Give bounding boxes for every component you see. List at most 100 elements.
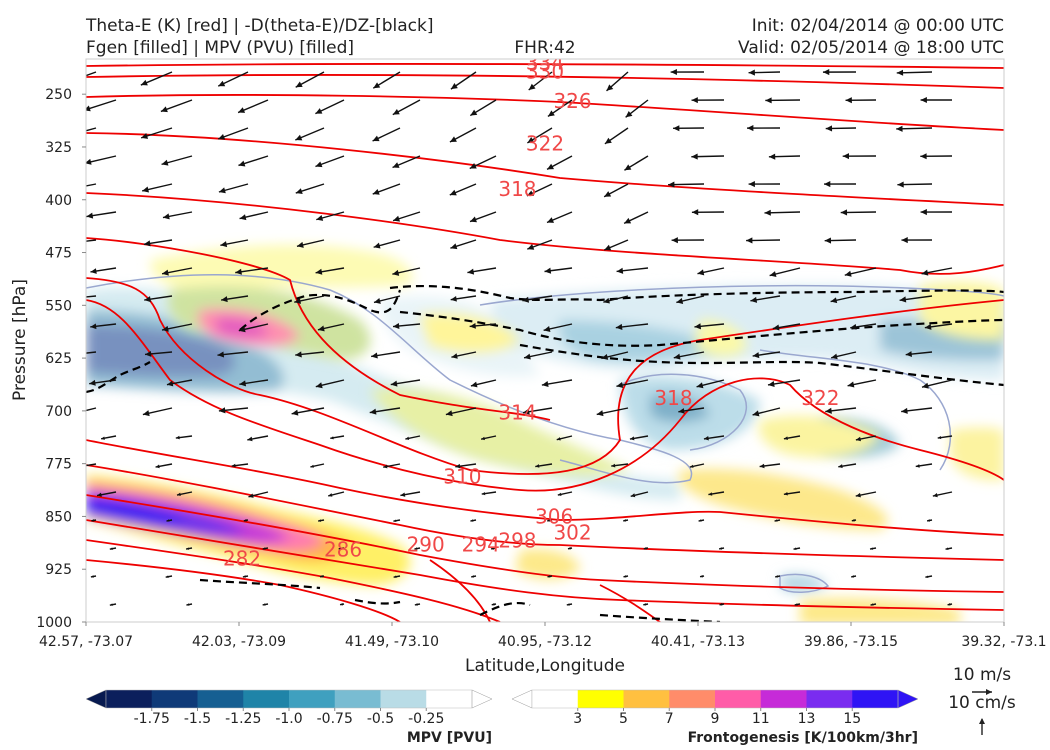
wind-arrow-head	[596, 410, 604, 417]
wind-arrow-head	[775, 575, 779, 578]
y-tick-label: 925	[45, 562, 72, 578]
wind-arrow-head	[109, 547, 113, 550]
wind-arrow-head	[328, 493, 333, 497]
wind-arrow-head	[643, 603, 647, 606]
wind-arrow-head	[604, 191, 612, 197]
wind-arrow-head	[101, 436, 105, 440]
y-tick-label: 400	[45, 193, 72, 209]
wind-arrow-head	[543, 326, 551, 332]
wind-arrow-head	[86, 158, 92, 165]
y-tick-label: 850	[45, 509, 72, 525]
wind-arrow-head	[247, 436, 253, 442]
colorbar-tick-label: 5	[619, 711, 628, 727]
mpv-colorbar: -1.75 -1.5 -1.25 -1.0 -0.75 -0.5 -0.25	[85, 689, 493, 727]
wind-arrow-head	[527, 244, 535, 250]
wind-arrow-head	[925, 575, 929, 579]
wind-arrow-head	[235, 268, 242, 275]
wind-arrow-head	[896, 69, 904, 76]
colorbar-cell	[806, 690, 853, 708]
wind-arrow-head	[924, 323, 932, 330]
wind-arrow-head	[850, 324, 857, 330]
wind-arrow-head	[855, 492, 861, 498]
wind-arrow-head	[697, 269, 705, 276]
wind-arrow-head	[239, 380, 247, 387]
theta-e-label: 310	[443, 464, 481, 488]
wind-arrow-head	[383, 464, 388, 469]
wind-arrow-head	[719, 547, 722, 550]
wind-arrow-head	[390, 380, 398, 387]
wind-arrow-head	[604, 137, 612, 144]
wind-arrow-head	[109, 603, 113, 606]
wind-arrow-head	[294, 297, 302, 304]
wind-arrow-head	[947, 603, 951, 606]
wind-arrow-head	[920, 96, 927, 104]
wind-arrow-head	[481, 436, 485, 441]
wind-arrow-head	[319, 574, 323, 578]
wind-arrow-head	[752, 410, 760, 417]
wind-arrow-head	[140, 79, 148, 86]
wind-arrow-head	[393, 575, 397, 578]
wind-arrow-head	[524, 353, 531, 360]
wind-arrow-head	[373, 82, 381, 89]
wind-arrow-head	[315, 108, 323, 114]
colorbar-cell	[852, 690, 899, 708]
wind-arrow-head	[97, 492, 102, 497]
wind-arrow-head	[547, 575, 551, 578]
wind-arrow-head	[79, 464, 83, 468]
x-tick-label: 41.49, -73.10	[345, 634, 439, 650]
wind-arrow-head	[469, 163, 477, 169]
wind-arrow-head	[689, 464, 694, 468]
colorbar-cell	[715, 690, 762, 708]
wind-arrow-head	[616, 382, 624, 389]
theta-e-label: 302	[553, 521, 591, 545]
wind-vectors	[79, 68, 953, 606]
wind-arrow-head	[165, 575, 169, 578]
wind-arrow-head	[764, 209, 771, 216]
wind-arrow-head	[855, 436, 861, 442]
wind-arrow-head	[176, 492, 181, 497]
wind-arrow-head	[371, 352, 378, 359]
wind-arrow-head	[844, 270, 852, 277]
wind-scale-key: 10 m/s 10 cm/s	[948, 665, 1016, 735]
wind-arrow-head	[899, 296, 907, 303]
wind-arrow-head	[470, 519, 474, 522]
colorbar-cell	[289, 690, 336, 708]
wind-arrow-head	[369, 408, 377, 415]
wind-arrow-head	[831, 353, 838, 360]
wind-arrow-head	[624, 217, 632, 224]
colorbar-tick-label: 15	[843, 711, 861, 727]
wind-arrow-head	[932, 492, 938, 498]
colorbar-cell	[380, 690, 427, 708]
wind-arrow	[86, 71, 97, 77]
colorbar-tick-label: -1.5	[184, 711, 211, 727]
wind-arrow-head	[708, 492, 713, 496]
wind-arrow-head	[155, 464, 160, 469]
wind-arrow-head	[295, 351, 302, 358]
title-line-1: Theta-E (K) [red] | -D(theta-E)/DZ-[blac…	[85, 16, 434, 36]
wind-arrow-head	[851, 575, 855, 578]
wind-arrow-head	[604, 244, 612, 251]
wind-arrow-head	[703, 436, 709, 441]
wind-arrow-head	[470, 109, 478, 116]
wind-arrow-head	[186, 603, 190, 606]
wind-arrow-head	[392, 162, 400, 168]
wind-arrow-head	[238, 160, 246, 167]
y-tick-label: 250	[45, 87, 72, 103]
wind-arrow-head	[847, 381, 855, 388]
wind-arrow-head	[405, 436, 410, 440]
theta-e-label: 322	[801, 386, 839, 410]
colorbar-cell	[669, 690, 716, 708]
theta-e-labels: 3343303263223183143103063022982942902862…	[223, 59, 840, 571]
wind-arrow-head	[238, 107, 246, 113]
wind-arrow-head	[295, 188, 303, 195]
colorbar-cell	[426, 690, 473, 708]
wind-arrow-head	[166, 519, 170, 522]
y-tick-label: 1000	[36, 615, 72, 631]
wind-arrow-head	[89, 379, 96, 386]
colorbar-tick-label: -1.25	[225, 711, 261, 727]
wind-arrow-head	[373, 297, 381, 304]
wind-arrow-head	[845, 97, 852, 104]
x-axis-label: Latitude,Longitude	[465, 656, 625, 676]
wind-arrow-head	[220, 241, 228, 248]
wind-arrow-head	[262, 603, 266, 606]
